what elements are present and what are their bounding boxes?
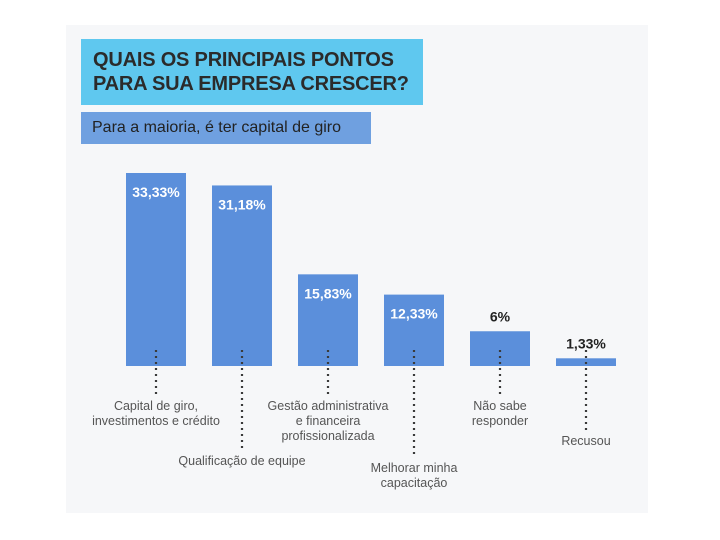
bar-value-label-4: 6% — [490, 308, 511, 324]
category-label-line: Não sabe — [473, 399, 527, 413]
title-line-1: QUAIS OS PRINCIPAIS PONTOS — [93, 49, 394, 71]
title-banner: QUAIS OS PRINCIPAIS PONTOS PARA SUA EMPR… — [81, 39, 423, 105]
bar-value-label-5: 1,33% — [566, 335, 606, 351]
bar-value-label-1: 31,18% — [218, 196, 266, 212]
category-label-5: Recusou — [561, 434, 610, 448]
category-label-4: Não sabe responder — [472, 399, 528, 428]
category-label-line: Recusou — [561, 434, 610, 448]
category-label-line: e financeira — [296, 414, 361, 428]
category-label-line: Gestão administrativa — [268, 399, 389, 413]
category-label-0: Capital de giro, investimentos e crédito — [92, 399, 220, 428]
category-label-line: Qualificação de equipe — [178, 454, 305, 468]
bar-value-label-0: 33,33% — [132, 184, 180, 200]
bar-3 — [384, 294, 444, 366]
category-label-1: Qualificação de equipe — [178, 454, 305, 468]
category-label-3: Melhorar minha capacitação — [371, 461, 458, 490]
category-label-line: responder — [472, 414, 528, 428]
category-label-line: Melhorar minha — [371, 461, 458, 475]
bar-1 — [212, 185, 272, 366]
category-label-line: profissionalizada — [281, 429, 374, 443]
category-label-line: investimentos e crédito — [92, 414, 220, 428]
subtitle-banner: Para a maioria, é ter capital de giro — [81, 112, 371, 144]
bar-4 — [470, 331, 530, 366]
bar-value-label-3: 12,33% — [390, 306, 438, 322]
bar-0 — [126, 173, 186, 366]
title-line-2: PARA SUA EMPRESA CRESCER? — [93, 73, 409, 95]
category-label-line: capacitação — [381, 476, 448, 490]
category-label-line: Capital de giro, — [114, 399, 198, 413]
category-label-2: Gestão administrativa e financeira profiss… — [268, 399, 389, 443]
subtitle-text: Para a maioria, é ter capital de giro — [92, 119, 342, 136]
bar-value-label-2: 15,83% — [304, 285, 352, 301]
